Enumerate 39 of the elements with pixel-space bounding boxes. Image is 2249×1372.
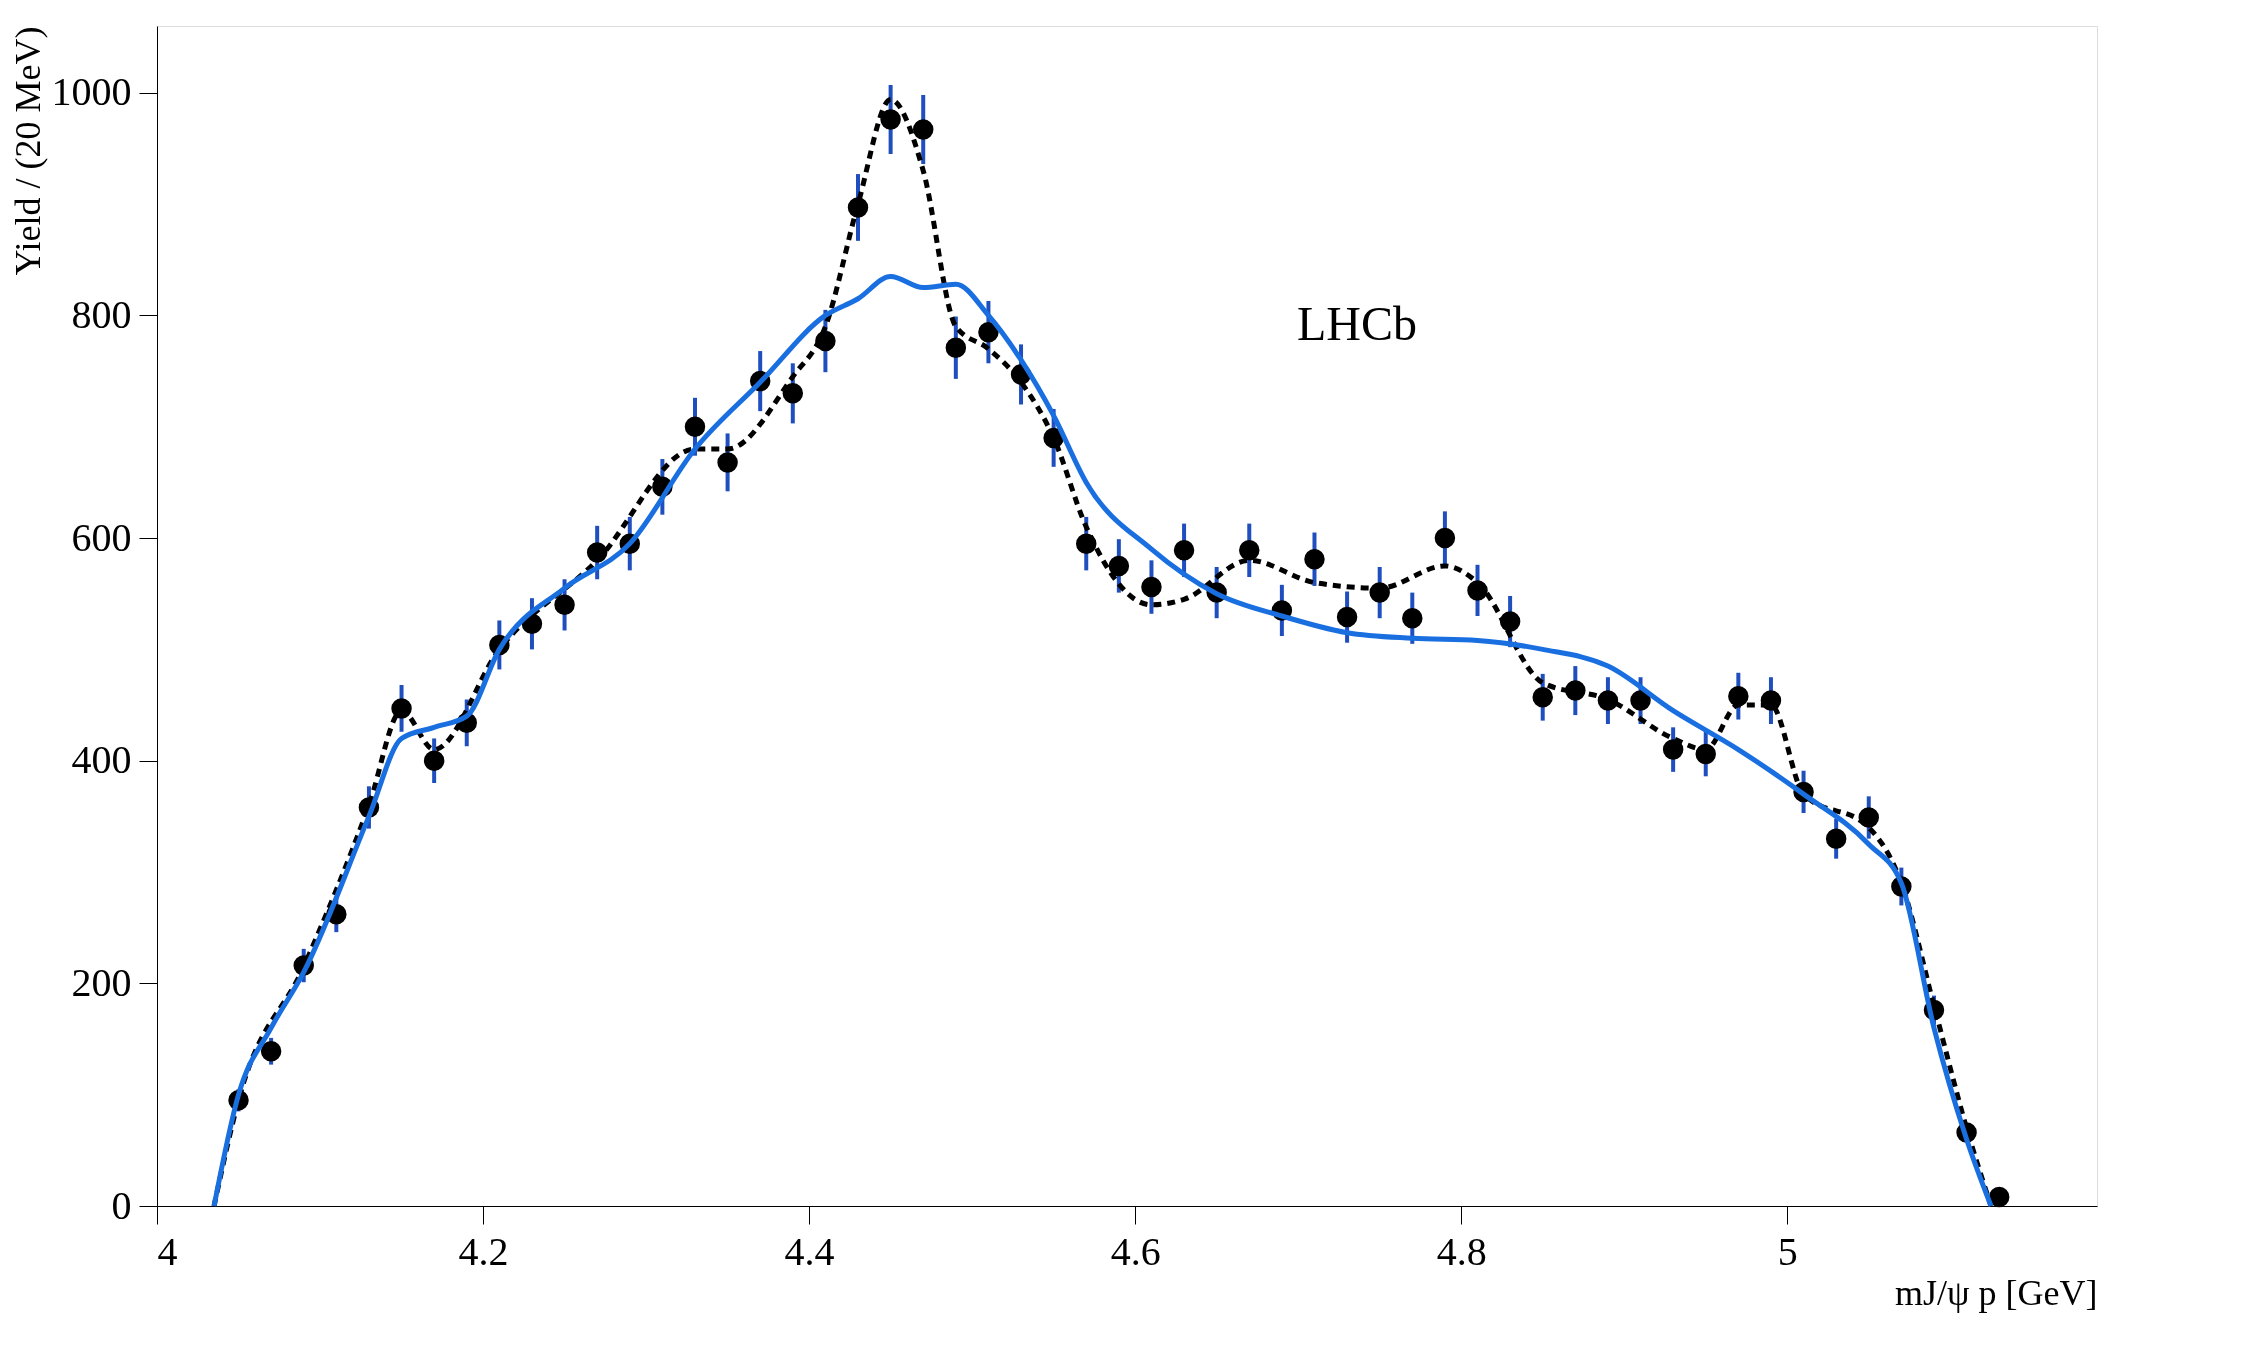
point (1825, 828, 1847, 849)
point (554, 594, 575, 616)
y-axis-title: Yield / (20 MeV) (7, 26, 48, 276)
point (880, 109, 901, 130)
point (912, 119, 934, 140)
point (1336, 606, 1358, 628)
y-tick-label: 600 (71, 514, 132, 560)
point (1532, 687, 1553, 708)
point (1988, 1186, 2010, 1208)
point (1728, 685, 1749, 707)
y-tick-label: 1000 (51, 69, 132, 115)
y-tick-label: 400 (71, 737, 132, 783)
point (945, 337, 967, 358)
point (978, 321, 999, 343)
point (260, 1041, 282, 1062)
x-tick-label: 4 (157, 1228, 178, 1274)
y-tick-label: 0 (111, 1182, 132, 1228)
point (684, 416, 706, 437)
point (782, 383, 804, 404)
y-tick-label: 200 (71, 959, 132, 1005)
point (423, 750, 445, 771)
point (1434, 527, 1456, 549)
x-tick-label: 4.4 (784, 1228, 835, 1274)
x-tick-label: 4.2 (458, 1228, 509, 1274)
x-tick-label: 5 (1777, 1228, 1798, 1274)
point (1402, 608, 1423, 629)
point (1239, 540, 1260, 561)
x-axis-title: mJ/ψ p [GeV] (1895, 1272, 2098, 1313)
point (717, 452, 738, 473)
y-tick-label: 800 (71, 291, 132, 337)
point (1630, 690, 1651, 711)
annotation: LHCb (1297, 297, 1417, 350)
point (1304, 549, 1325, 570)
x-tick-label: 4.8 (1436, 1228, 1487, 1274)
point (1141, 576, 1162, 598)
point (1173, 540, 1195, 561)
point (1108, 555, 1130, 577)
x-tick-label: 4.6 (1110, 1228, 1161, 1274)
point (1662, 739, 1684, 760)
